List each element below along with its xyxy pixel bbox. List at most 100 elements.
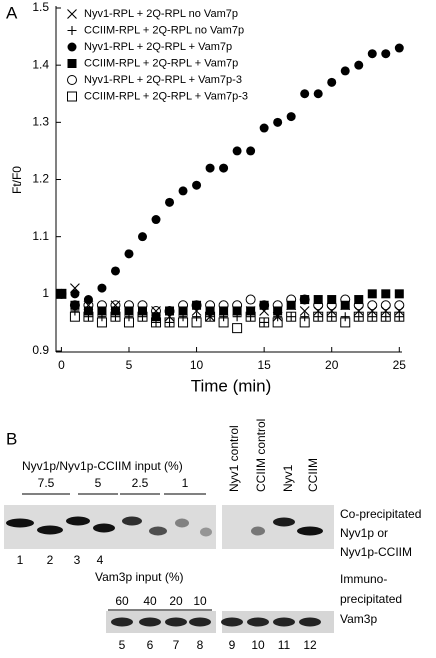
lane-label: Nyv1 control bbox=[227, 425, 241, 492]
band bbox=[247, 617, 269, 627]
marker bbox=[205, 306, 215, 316]
lane-number: 9 bbox=[229, 638, 236, 652]
marker bbox=[232, 146, 242, 156]
marker bbox=[97, 283, 107, 293]
lane-number: 2 bbox=[47, 553, 54, 567]
blot-title: Nyv1p/Nyv1p-CCIIM input (%) bbox=[22, 459, 183, 473]
marker bbox=[123, 300, 134, 311]
legend-label: Nyv1-RPL + 2Q-RPL + Vam7p-3 bbox=[84, 74, 242, 86]
y-tick-label: 1.4 bbox=[32, 57, 49, 71]
band bbox=[37, 525, 63, 535]
marker bbox=[205, 163, 215, 173]
marker bbox=[245, 294, 256, 305]
marker bbox=[313, 295, 323, 305]
x-tick-label: 25 bbox=[393, 358, 407, 372]
band bbox=[93, 523, 115, 533]
marker bbox=[259, 300, 269, 310]
band bbox=[175, 518, 189, 528]
level-label: 20 bbox=[169, 594, 183, 608]
legend-label: Nyv1-RPL + 2Q-RPL no Vam7p bbox=[84, 8, 238, 20]
band bbox=[189, 617, 211, 627]
marker bbox=[394, 43, 404, 53]
blot-label: Vam3p bbox=[340, 612, 377, 626]
marker bbox=[83, 306, 93, 316]
band bbox=[165, 617, 187, 627]
marker bbox=[354, 60, 364, 70]
x-tick-label: 5 bbox=[126, 358, 133, 372]
marker bbox=[232, 306, 242, 316]
marker bbox=[259, 123, 269, 133]
marker bbox=[381, 312, 391, 322]
marker bbox=[96, 300, 107, 311]
panel-label: A bbox=[6, 3, 18, 22]
marker bbox=[259, 317, 270, 328]
level-label: 7.5 bbox=[38, 476, 55, 490]
marker bbox=[313, 300, 324, 311]
marker bbox=[219, 306, 229, 316]
marker bbox=[299, 294, 310, 305]
marker bbox=[218, 300, 229, 311]
marker bbox=[394, 289, 404, 299]
marker bbox=[124, 249, 134, 259]
marker bbox=[56, 288, 67, 299]
x-tick-label: 15 bbox=[257, 358, 271, 372]
marker bbox=[272, 317, 283, 328]
marker bbox=[381, 49, 391, 59]
y-tick-label: 1.5 bbox=[32, 0, 49, 14]
marker bbox=[300, 312, 310, 322]
band bbox=[111, 617, 133, 627]
marker bbox=[151, 305, 162, 316]
band bbox=[299, 617, 321, 627]
marker bbox=[313, 311, 324, 322]
marker bbox=[327, 312, 337, 322]
marker bbox=[110, 311, 121, 322]
marker bbox=[300, 89, 310, 99]
lane-number: 3 bbox=[74, 553, 81, 567]
y-tick-label: 1.3 bbox=[32, 115, 49, 129]
marker bbox=[123, 317, 134, 328]
marker bbox=[246, 146, 256, 156]
marker bbox=[340, 66, 350, 76]
marker bbox=[232, 323, 243, 334]
lane-number: 10 bbox=[251, 638, 265, 652]
level-label: 2.5 bbox=[132, 476, 149, 490]
lane-number: 4 bbox=[97, 553, 104, 567]
marker bbox=[394, 306, 405, 316]
marker bbox=[326, 306, 337, 316]
marker bbox=[178, 186, 188, 196]
marker bbox=[67, 9, 77, 19]
lane-number: 7 bbox=[173, 638, 180, 652]
blot-label: Immuno- bbox=[340, 572, 387, 586]
marker bbox=[286, 300, 296, 310]
marker bbox=[151, 317, 162, 328]
marker bbox=[367, 311, 378, 322]
marker bbox=[313, 306, 324, 316]
band bbox=[122, 516, 142, 526]
x-tick-label: 20 bbox=[325, 358, 339, 372]
marker bbox=[192, 312, 202, 322]
marker bbox=[340, 312, 350, 322]
marker bbox=[394, 312, 404, 322]
y-tick-label: 1.2 bbox=[32, 172, 49, 186]
marker bbox=[299, 317, 310, 328]
marker bbox=[191, 317, 202, 328]
marker bbox=[354, 312, 364, 322]
marker bbox=[380, 311, 391, 322]
marker bbox=[192, 180, 202, 190]
marker bbox=[151, 215, 161, 225]
x-axis-label: Time (min) bbox=[191, 376, 272, 395]
marker bbox=[326, 311, 337, 322]
marker bbox=[56, 289, 66, 299]
marker bbox=[313, 89, 323, 99]
marker bbox=[353, 300, 364, 311]
panel-label: B bbox=[6, 429, 17, 448]
marker bbox=[110, 300, 121, 311]
y-axis-label: Ft/F0 bbox=[10, 166, 24, 194]
marker bbox=[69, 311, 80, 322]
marker bbox=[273, 306, 283, 316]
marker bbox=[67, 59, 77, 68]
band bbox=[6, 518, 34, 528]
marker bbox=[394, 300, 405, 311]
marker bbox=[69, 300, 80, 311]
